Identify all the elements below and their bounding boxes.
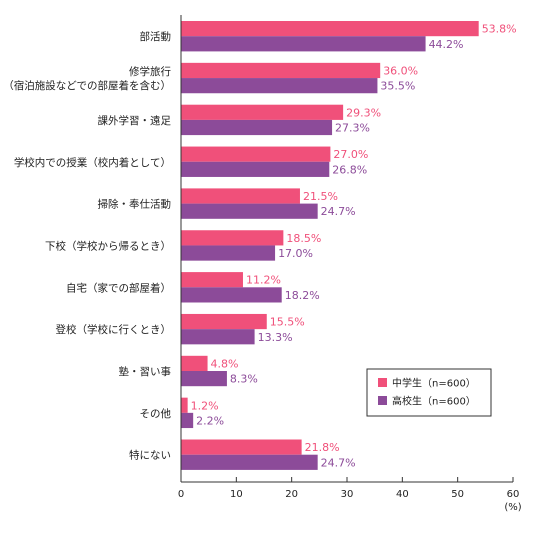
- bar-junior-high-5: [181, 230, 284, 246]
- bar-high-school-5: [181, 245, 276, 261]
- value-label: 4.8%: [211, 357, 239, 370]
- x-tick-label: 60: [507, 489, 520, 500]
- value-label: 2.2%: [196, 414, 224, 427]
- value-label: 35.5%: [380, 80, 415, 93]
- value-label: 8.3%: [230, 373, 258, 386]
- category-label: 修学旅行: [129, 65, 171, 78]
- bar-high-school-9: [181, 412, 194, 429]
- bar-high-school-6: [181, 287, 282, 303]
- value-label: 15.5%: [270, 316, 305, 329]
- legend-label: 中学生（n=600）: [392, 377, 476, 390]
- category-label: 課外学習・遠足: [98, 114, 172, 127]
- bar-high-school-10: [181, 454, 318, 470]
- value-label: 27.3%: [335, 122, 370, 135]
- bar-high-school-2: [181, 119, 333, 136]
- value-label: 29.3%: [346, 106, 381, 119]
- category-label: 塾・習い事: [119, 365, 172, 378]
- bar-junior-high-0: [181, 21, 479, 37]
- value-label: 11.2%: [246, 274, 281, 287]
- value-label: 27.0%: [333, 148, 368, 161]
- category-label: 登校（学校に行くとき）: [56, 323, 172, 336]
- value-label: 13.3%: [258, 331, 293, 344]
- value-label: 36.0%: [383, 64, 418, 77]
- value-label: 24.7%: [321, 456, 356, 469]
- value-label: 21.5%: [303, 190, 338, 203]
- category-label: 特にない: [129, 450, 171, 462]
- value-label: 21.8%: [305, 441, 340, 454]
- category-label: その他: [140, 407, 172, 420]
- legend-label: 高校生（n=600）: [392, 395, 476, 408]
- x-tick-label: 50: [451, 489, 464, 500]
- x-tick-label: 0: [178, 489, 184, 500]
- bar-high-school-7: [181, 329, 255, 345]
- bar-junior-high-6: [181, 272, 243, 288]
- x-tick-label: 20: [285, 489, 298, 500]
- bar-high-school-8: [181, 371, 227, 387]
- value-label: 24.7%: [321, 205, 356, 218]
- bar-high-school-1: [181, 78, 378, 94]
- bar-junior-high-2: [181, 104, 344, 120]
- value-label: 53.8%: [482, 23, 517, 36]
- category-label: 下校（学校から帰るとき）: [45, 239, 171, 252]
- legend-swatch: [378, 396, 387, 405]
- legend-box: [366, 368, 492, 417]
- bar-junior-high-4: [181, 188, 300, 204]
- bar-high-school-0: [181, 36, 426, 52]
- bar-junior-high-7: [181, 313, 267, 330]
- category-label: 掃除・奉仕活動: [98, 198, 172, 211]
- value-label: 26.8%: [332, 163, 367, 176]
- bar-junior-high-9: [181, 397, 188, 413]
- category-label: 自宅（家での部屋着）: [66, 281, 171, 294]
- bar-junior-high-1: [181, 62, 381, 79]
- bar-high-school-3: [181, 161, 330, 177]
- value-label: 1.2%: [191, 399, 219, 412]
- x-tick-label: 40: [396, 489, 409, 500]
- value-label: 17.0%: [278, 247, 313, 260]
- x-tick-label: 10: [230, 489, 243, 500]
- category-label: 部活動: [140, 30, 172, 43]
- legend-swatch: [378, 378, 387, 387]
- bar-junior-high-3: [181, 146, 331, 162]
- category-label: 学校内での授業（校内着として）: [14, 156, 171, 169]
- value-label: 18.5%: [286, 232, 321, 245]
- bar-junior-high-8: [181, 355, 208, 371]
- value-label: 44.2%: [429, 38, 464, 51]
- bar-junior-high-10: [181, 439, 302, 455]
- x-tick-label: 30: [341, 489, 354, 500]
- category-label: （宿泊施設などでの部屋着を含む）: [3, 79, 171, 92]
- x-axis-unit-label: (%): [504, 502, 521, 513]
- value-label: 18.2%: [285, 289, 320, 302]
- bar-high-school-4: [181, 203, 318, 219]
